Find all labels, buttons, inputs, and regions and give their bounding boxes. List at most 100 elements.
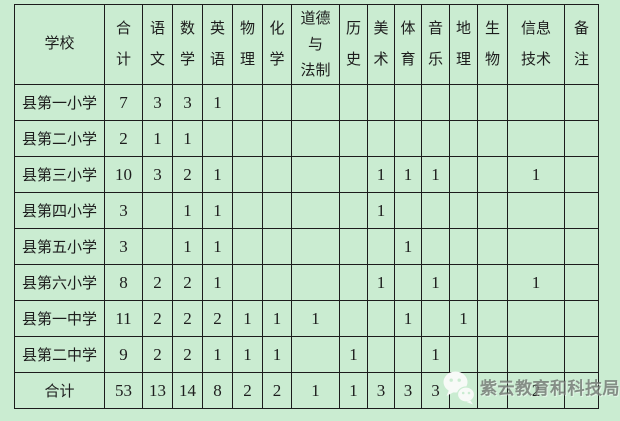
table-cell: 1	[291, 300, 340, 337]
header-cell: 备 注	[564, 4, 599, 85]
table-row: 县第一中学 11 2 2 2 1 1 1 1 1	[14, 300, 599, 337]
table-cell: 3	[172, 84, 203, 121]
table-cell: 2	[104, 120, 143, 157]
table-cell	[232, 192, 263, 229]
table-cell: 1	[449, 300, 478, 337]
table-row: 县第二中学 9 2 2 1 1 1 1 1	[14, 336, 599, 373]
table-cell	[339, 300, 368, 337]
table-cell: 3	[142, 156, 173, 193]
table-cell: 14	[172, 372, 203, 409]
table-cell: 53	[104, 372, 143, 409]
table-cell	[262, 120, 292, 157]
table-cell	[564, 228, 599, 265]
table-cell	[449, 336, 478, 373]
table-cell: 2	[232, 372, 263, 409]
table-cell	[507, 300, 565, 337]
table-cell	[564, 300, 599, 337]
table-cell: 9	[104, 336, 143, 373]
table-cell: 7	[104, 84, 143, 121]
table-cell	[449, 120, 478, 157]
table-cell	[449, 192, 478, 229]
header-school: 学校	[14, 4, 105, 85]
header-cell: 化 学	[262, 4, 292, 85]
table-cell: 10	[104, 156, 143, 193]
table-cell: 1	[262, 336, 292, 373]
header-cell: 数 学	[172, 4, 203, 85]
table-cell	[564, 372, 599, 409]
header-cell: 语 文	[142, 4, 173, 85]
table-row: 县第一小学 7 3 3 1	[14, 84, 599, 121]
table-cell	[367, 300, 395, 337]
table-cell: 3	[104, 228, 143, 265]
table-cell	[477, 264, 508, 301]
table-cell: 1	[172, 228, 203, 265]
table-cell	[367, 228, 395, 265]
table-cell	[477, 336, 508, 373]
staffing-table: 学校合 计语 文数 学英 语物 理化 学道德 与 法制历 史美 术体 育音 乐地…	[14, 4, 599, 409]
table-cell	[291, 228, 340, 265]
table-cell: 1	[202, 156, 233, 193]
table-cell: 1	[339, 372, 368, 409]
table-cell	[262, 192, 292, 229]
table-cell: 1	[507, 156, 565, 193]
school-cell: 县第二小学	[14, 120, 105, 157]
table-cell	[394, 120, 422, 157]
table-header: 学校合 计语 文数 学英 语物 理化 学道德 与 法制历 史美 术体 育音 乐地…	[14, 4, 599, 85]
table-cell	[421, 192, 450, 229]
table-cell: 1	[232, 336, 263, 373]
table-cell	[232, 264, 263, 301]
table-cell	[449, 156, 478, 193]
table-cell	[291, 84, 340, 121]
table-cell: 1	[421, 336, 450, 373]
header-cell: 生 物	[477, 4, 508, 85]
table-cell	[142, 192, 173, 229]
table-cell: 1	[367, 264, 395, 301]
table-cell: 1	[202, 264, 233, 301]
table-cell	[564, 84, 599, 121]
table-cell: 1	[367, 156, 395, 193]
table-row: 县第五小学 3 1 1 1	[14, 228, 599, 265]
table-cell	[291, 336, 340, 373]
table-cell	[421, 84, 450, 121]
table-cell	[367, 120, 395, 157]
table-cell	[507, 192, 565, 229]
table-cell	[564, 192, 599, 229]
header-cell: 音 乐	[421, 4, 450, 85]
table-row: 县第六小学 8 2 2 1 1 1 1	[14, 264, 599, 301]
header-cell: 历 史	[339, 4, 368, 85]
table-cell	[449, 84, 478, 121]
table-cell: 2	[142, 264, 173, 301]
header-cell: 道德 与 法制	[291, 4, 340, 85]
table-cell: 2	[172, 156, 203, 193]
table-row-total: 合计 53 13 14 8 2 2 1 1 3 3 3 1 2	[14, 372, 599, 409]
table-cell	[507, 84, 565, 121]
table-cell	[291, 192, 340, 229]
table-cell: 1	[507, 264, 565, 301]
table-cell	[232, 120, 263, 157]
table-cell	[291, 156, 340, 193]
table-row: 县第二小学 2 1 1	[14, 120, 599, 157]
table-row: 县第四小学 3 1 1 1	[14, 192, 599, 229]
table-cell: 3	[104, 192, 143, 229]
table-cell	[477, 84, 508, 121]
table-cell: 1	[202, 84, 233, 121]
table-cell	[564, 264, 599, 301]
table-cell: 1	[421, 264, 450, 301]
header-cell: 信息 技术	[507, 4, 565, 85]
header-cell: 地 理	[449, 4, 478, 85]
table-cell	[449, 228, 478, 265]
table-cell: 8	[202, 372, 233, 409]
table-cell: 2	[262, 372, 292, 409]
table-cell: 1	[449, 372, 478, 409]
table-cell: 11	[104, 300, 143, 337]
table-cell	[477, 372, 508, 409]
table-cell	[421, 300, 450, 337]
table-cell: 8	[104, 264, 143, 301]
table-cell	[564, 336, 599, 373]
school-cell: 县第一小学	[14, 84, 105, 121]
header-cell: 美 术	[367, 4, 395, 85]
table-cell: 2	[202, 300, 233, 337]
table-cell	[449, 264, 478, 301]
header-cell: 合 计	[104, 4, 143, 85]
